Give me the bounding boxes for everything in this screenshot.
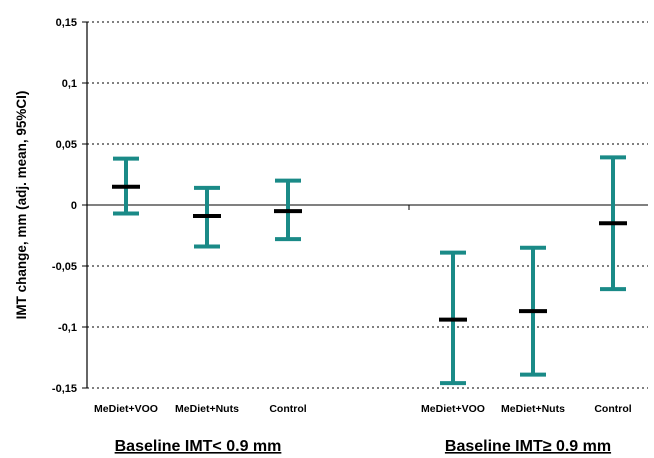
category-label: MeDiet+VOO bbox=[421, 403, 485, 415]
y-tick-label: 0,05 bbox=[56, 139, 77, 151]
group-label-high: Baseline IMT≥ 0.9 mm bbox=[445, 438, 611, 455]
y-tick-label: 0,1 bbox=[62, 78, 77, 90]
group-label-low: Baseline IMT< 0.9 mm bbox=[115, 438, 282, 455]
y-tick-label: 0,15 bbox=[56, 17, 77, 29]
category-label: Control bbox=[594, 403, 631, 415]
category-label: MeDiet+VOO bbox=[94, 403, 158, 415]
category-label: Control bbox=[269, 403, 306, 415]
y-axis-label: IMT change, mm (adj. mean, 95%CI) bbox=[14, 91, 29, 320]
y-tick-label: -0,15 bbox=[52, 383, 77, 395]
gridlines bbox=[82, 21, 648, 389]
y-tick-labels: 0,15 0,1 0,05 0 -0,05 -0,1 -0,15 bbox=[52, 17, 77, 395]
y-tick-label: 0 bbox=[71, 200, 77, 212]
category-label: MeDiet+Nuts bbox=[175, 403, 239, 415]
category-label: MeDiet+Nuts bbox=[501, 403, 565, 415]
y-tick-label: -0,1 bbox=[58, 322, 77, 334]
category-labels: MeDiet+VOO MeDiet+Nuts Control MeDiet+VOO Me… bbox=[94, 403, 632, 415]
y-tick-label: -0,05 bbox=[52, 261, 77, 273]
error-bars bbox=[112, 155, 627, 386]
